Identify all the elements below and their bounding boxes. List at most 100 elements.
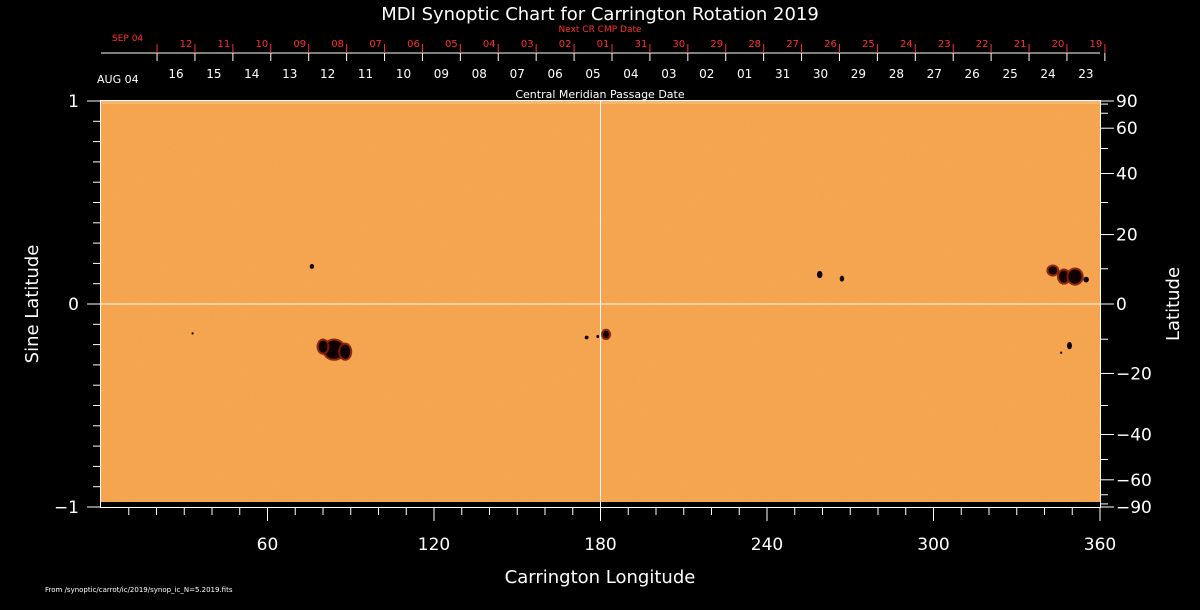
cmp-date: 27 xyxy=(927,67,942,81)
sunspot xyxy=(1083,276,1089,283)
next-cmp-date: 23 xyxy=(938,39,951,50)
x-tick-label: 180 xyxy=(584,535,616,555)
cmp-date: 31 xyxy=(775,67,790,81)
x-tick-label: 300 xyxy=(917,535,949,555)
next-cmp-date: 21 xyxy=(1014,39,1027,50)
right-axis: 90 60 40 20 0 −20 −40 −60 −90 xyxy=(1100,92,1152,518)
sunspot xyxy=(839,275,845,282)
cmp-date: 03 xyxy=(661,67,676,81)
cmp-date: 26 xyxy=(965,67,980,81)
sunspot xyxy=(1058,270,1069,283)
next-cmp-date: 01 xyxy=(597,39,610,50)
cmp-date: 01 xyxy=(737,67,752,81)
next-cmp-label: Next CR CMP Date xyxy=(558,25,642,35)
y-right-tick-label: −90 xyxy=(1116,498,1152,518)
cmp-date: 29 xyxy=(851,67,866,81)
y-right-tick-label: 60 xyxy=(1116,119,1138,139)
bottom-axis: 60 120 180 240 300 360 xyxy=(128,507,1116,555)
cmp-date: 30 xyxy=(813,67,828,81)
cmp-date: 10 xyxy=(396,67,411,81)
source-note: From /synoptic/carrot/ic/2019/synop_ic_N… xyxy=(45,586,233,594)
y-axis-label-right: Latitude xyxy=(1163,267,1184,341)
y-right-tick-label: 40 xyxy=(1116,165,1138,185)
sunspot xyxy=(1068,269,1082,284)
next-cmp-date: 26 xyxy=(824,39,837,50)
next-cmp-date: 30 xyxy=(672,39,685,50)
next-cmp-date: 29 xyxy=(710,39,723,50)
cmp-date: 13 xyxy=(282,67,297,81)
next-cmp-date: 22 xyxy=(976,39,989,50)
next-cmp-date: 09 xyxy=(293,39,306,50)
next-cmp-date: 05 xyxy=(445,39,458,50)
sunspot xyxy=(309,264,315,269)
next-cmp-date: 31 xyxy=(635,39,648,50)
cmp-date: 08 xyxy=(472,67,487,81)
cmp-date: 23 xyxy=(1078,67,1093,81)
sunspot xyxy=(584,335,589,340)
sunspot xyxy=(1066,341,1072,350)
next-cmp-date: 06 xyxy=(407,39,420,50)
y-left-tick-label: 0 xyxy=(68,295,79,315)
next-cmp-date: 10 xyxy=(255,39,268,50)
sunspot xyxy=(596,334,600,339)
sunspot xyxy=(602,330,610,339)
next-cmp-date: 08 xyxy=(331,39,344,50)
sunspot xyxy=(340,344,351,359)
cmp-date: 05 xyxy=(585,67,600,81)
next-cmp-date: 27 xyxy=(786,39,799,50)
x-tick-label: 240 xyxy=(751,535,783,555)
next-cmp-date: 02 xyxy=(559,39,572,50)
left-axis: 1 0 −1 xyxy=(54,92,101,518)
y-left-tick-label: 1 xyxy=(68,92,79,112)
sunspot xyxy=(191,332,194,335)
cmp-date: 12 xyxy=(320,67,335,81)
cmp-date: 11 xyxy=(358,67,373,81)
next-cmp-date: 28 xyxy=(748,39,761,50)
sunspot xyxy=(1060,351,1063,354)
cmp-axis-label: Central Meridian Passage Date xyxy=(515,88,684,101)
cmp-date: 09 xyxy=(434,67,449,81)
x-tick-label: 120 xyxy=(418,535,450,555)
sunspots xyxy=(191,264,1089,361)
next-cmp-date: 03 xyxy=(521,39,534,50)
y-right-tick-label: 0 xyxy=(1116,295,1127,315)
cmp-start-label: AUG 04 xyxy=(97,73,139,86)
next-cmp-date: 25 xyxy=(862,39,875,50)
y-right-tick-label: 20 xyxy=(1116,226,1138,246)
next-cmp-date: 12 xyxy=(180,39,193,50)
cmp-date: 25 xyxy=(1002,67,1017,81)
next-cmp-dates: 12 11 10 09 08 07 06 05 04 03 02 01 31 30 29 28 27 26 25 24… xyxy=(180,39,1103,50)
sunspot xyxy=(816,270,823,279)
y-axis-label-left: Sine Latitude xyxy=(22,245,43,364)
y-right-tick-label: 90 xyxy=(1116,92,1138,112)
x-axis-label: Carrington Longitude xyxy=(505,567,696,588)
cmp-date: 24 xyxy=(1040,67,1055,81)
cmp-date: 16 xyxy=(168,67,183,81)
cmp-dates: 16 15 14 13 12 11 10 09 08 07 06 05 04 03 02 01 31 30 29 28… xyxy=(168,67,1093,81)
cmp-date: 02 xyxy=(699,67,714,81)
cmp-date: 28 xyxy=(889,67,904,81)
sunspot xyxy=(1048,266,1058,275)
top-axis-ticks xyxy=(156,44,1106,61)
cmp-date: 07 xyxy=(510,67,525,81)
y-right-tick-label: −20 xyxy=(1116,364,1152,384)
next-cmp-date: 11 xyxy=(218,39,231,50)
y-left-tick-label: −1 xyxy=(54,498,79,518)
next-cmp-start-label: SEP 04 xyxy=(112,34,143,44)
cmp-date: 15 xyxy=(206,67,221,81)
cmp-date: 06 xyxy=(547,67,562,81)
y-right-tick-label: −40 xyxy=(1116,425,1152,445)
x-tick-label: 360 xyxy=(1084,535,1116,555)
next-cmp-date: 20 xyxy=(1052,39,1065,50)
x-tick-label: 60 xyxy=(257,535,279,555)
sunspot xyxy=(318,340,328,353)
chart-title: MDI Synoptic Chart for Carrington Rotati… xyxy=(381,4,819,25)
top-axis: Next CR CMP Date SEP 04 AUG 04 Central M… xyxy=(97,25,1106,101)
next-cmp-date: 19 xyxy=(1090,39,1103,50)
y-right-tick-label: −60 xyxy=(1116,471,1152,491)
cmp-date: 04 xyxy=(623,67,638,81)
next-cmp-date: 24 xyxy=(900,39,913,50)
cmp-date: 14 xyxy=(244,67,259,81)
next-cmp-date: 04 xyxy=(483,39,496,50)
